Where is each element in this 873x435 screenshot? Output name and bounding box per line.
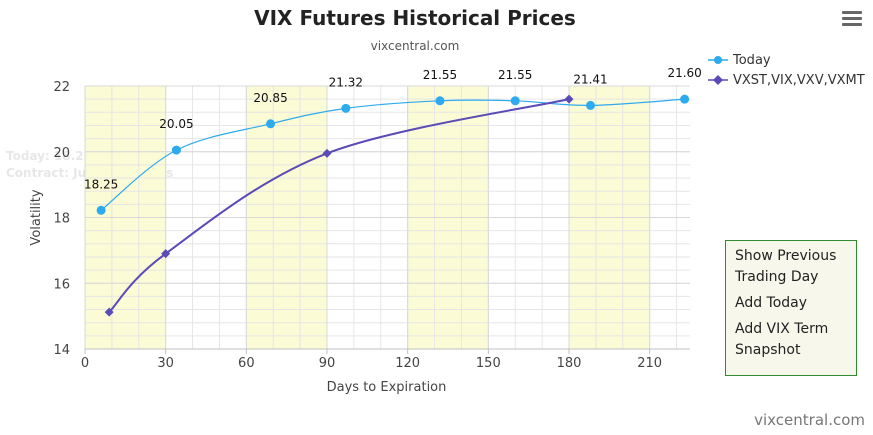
data-point [586,100,596,110]
data-label: 21.55 [498,68,532,82]
legend-label: Today [733,52,771,68]
x-tick-label: 120 [395,356,420,371]
data-point [341,103,351,113]
show-previous-trading-day-button[interactable]: Show Previous Trading Day [735,248,837,285]
series-line-term [108,98,570,313]
y-tick-label: 14 [53,343,70,358]
data-point [171,145,181,155]
watermark: vixcentral.com [754,411,865,429]
options-menu: Show Previous Trading Day Add Today Add … [725,240,857,376]
add-vix-term-snapshot-button[interactable]: Add VIX Term Snapshot [735,321,829,358]
x-tick-label: 60 [238,356,255,371]
x-tick-label: 180 [557,356,582,371]
x-tick-label: 90 [319,356,336,371]
x-tick-label: 150 [476,356,501,371]
data-point [564,94,574,104]
x-tick-label: 210 [637,356,662,371]
data-point [322,148,332,158]
legend-item-term[interactable]: VXST,VIX,VXV,VXMT [708,70,865,90]
data-point [435,96,445,106]
data-label: 21.60 [667,66,701,80]
y-tick-label: 20 [53,146,70,161]
data-point [161,249,171,259]
data-label: 21.32 [329,75,363,89]
data-label: 18.25 [84,177,118,191]
data-label: 20.85 [253,91,287,105]
hamburger-icon [842,11,862,14]
add-today-button[interactable]: Add Today [735,295,808,311]
x-tick-label: 30 [157,356,174,371]
data-point [96,205,106,215]
data-point [104,307,114,317]
data-label: 21.41 [573,72,607,86]
data-point [680,94,690,104]
y-tick-label: 18 [53,212,70,227]
diamond-marker-icon [708,75,728,85]
legend-label: VXST,VIX,VXV,VXMT [733,72,865,88]
x-axis-title: Days to Expiration [327,380,447,395]
data-point [510,96,520,106]
chart-legend: Today VXST,VIX,VXV,VXMT [708,50,865,90]
legend-item-today[interactable]: Today [708,50,865,70]
chart-title: VIX Futures Historical Prices [254,6,576,30]
chart-subtitle: vixcentral.com [370,39,460,53]
circle-marker-icon [708,56,728,64]
x-tick-label: 0 [81,356,89,371]
y-tick-label: 22 [53,80,70,95]
y-tick-label: 16 [53,277,70,292]
y-axis-title: Volatility [29,189,44,245]
series-line-today [100,98,685,211]
faded-tooltip-line: Today: 18.22 [6,149,92,163]
data-label: 20.05 [159,117,193,131]
data-label: 21.55 [423,68,457,82]
data-point [266,119,276,129]
chart-menu-button[interactable] [838,8,866,32]
